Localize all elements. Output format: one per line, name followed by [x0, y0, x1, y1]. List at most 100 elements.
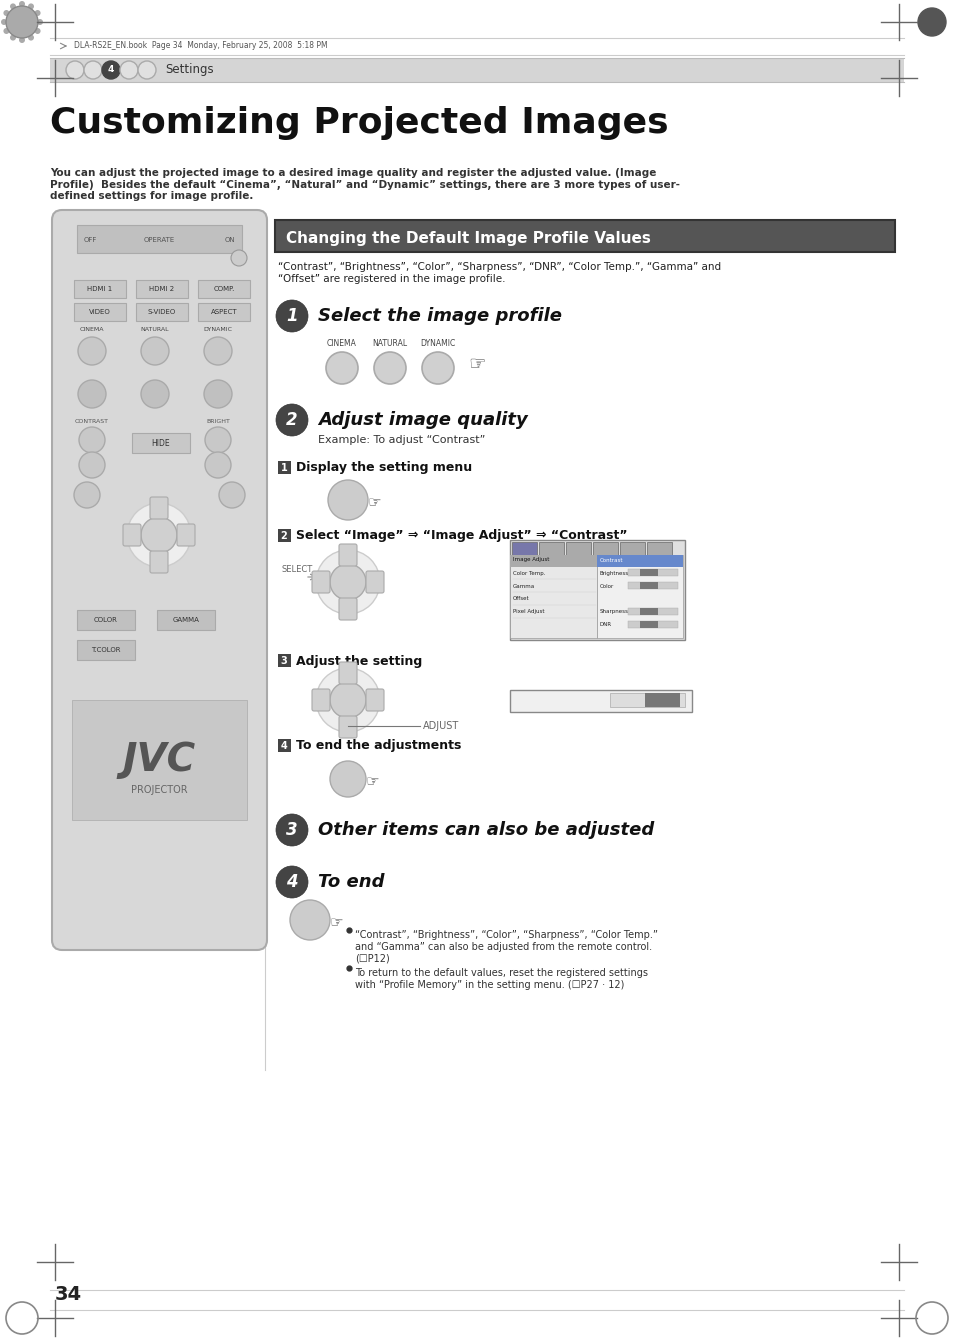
Bar	[274, 220, 894, 252]
Bar	[74, 303, 126, 322]
Bar	[198, 303, 250, 322]
Circle shape	[275, 403, 308, 436]
Text: Color: Color	[599, 583, 614, 588]
Text: ☞: ☞	[366, 775, 379, 789]
Text: 3: 3	[280, 657, 287, 666]
Circle shape	[34, 9, 41, 16]
Circle shape	[204, 336, 232, 364]
Circle shape	[219, 482, 245, 508]
Text: –: –	[213, 457, 222, 473]
Text: EXIT: EXIT	[79, 492, 94, 498]
Circle shape	[275, 866, 308, 898]
Circle shape	[328, 480, 368, 520]
Text: Sharpness: Sharpness	[599, 610, 628, 615]
Circle shape	[374, 352, 406, 385]
Circle shape	[74, 482, 100, 508]
Circle shape	[141, 381, 169, 407]
FancyBboxPatch shape	[366, 571, 384, 594]
Circle shape	[78, 336, 106, 364]
Text: ENTER: ENTER	[145, 531, 172, 540]
Bar	[593, 541, 618, 555]
Text: ☞: ☞	[468, 355, 485, 374]
Text: 1: 1	[280, 464, 287, 473]
Text: 0: 0	[594, 695, 599, 706]
FancyBboxPatch shape	[312, 689, 330, 712]
Bar	[277, 738, 291, 752]
Text: OFF: OFF	[84, 237, 97, 243]
Bar	[639, 608, 658, 615]
Text: Example: To adjust “Contrast”: Example: To adjust “Contrast”	[317, 436, 485, 445]
Circle shape	[10, 4, 16, 9]
Text: To end the adjustments: To end the adjustments	[295, 740, 461, 753]
Text: 34: 34	[55, 1285, 82, 1304]
Bar	[74, 280, 126, 297]
Circle shape	[421, 352, 454, 385]
Text: HDMI 2: HDMI 2	[150, 285, 174, 292]
Circle shape	[204, 381, 232, 407]
Bar	[619, 541, 644, 555]
Circle shape	[138, 62, 156, 79]
Bar	[597, 555, 682, 638]
Text: DYNAMIC: DYNAMIC	[203, 327, 233, 332]
Bar	[277, 529, 291, 541]
FancyBboxPatch shape	[312, 571, 330, 594]
Text: JVC: JVC	[122, 741, 195, 779]
Bar	[198, 280, 250, 297]
Circle shape	[917, 8, 945, 36]
Text: PROJECTOR: PROJECTOR	[131, 785, 187, 795]
Circle shape	[315, 669, 379, 732]
Text: COLOR: COLOR	[94, 616, 118, 623]
FancyBboxPatch shape	[150, 551, 168, 574]
Text: HDMI 1: HDMI 1	[88, 285, 112, 292]
Text: Select “Image” ⇒ “Image Adjust” ⇒ “Contrast”: Select “Image” ⇒ “Image Adjust” ⇒ “Contr…	[295, 529, 627, 543]
Circle shape	[275, 813, 308, 846]
Text: ENTER: ENTER	[334, 578, 362, 587]
Circle shape	[4, 28, 10, 34]
Bar	[136, 303, 188, 322]
Circle shape	[315, 549, 379, 614]
Text: VIDEO: VIDEO	[89, 310, 111, 315]
Circle shape	[141, 336, 169, 364]
Text: BRIGHT: BRIGHT	[206, 419, 230, 423]
Bar	[157, 610, 214, 630]
Text: +: +	[86, 433, 98, 448]
Circle shape	[19, 1, 25, 7]
Bar	[71, 699, 247, 820]
Text: MENU: MENU	[295, 915, 323, 925]
Text: D: D	[213, 346, 222, 356]
Bar	[77, 641, 135, 661]
Text: LIGHT: LIGHT	[221, 492, 242, 498]
Circle shape	[205, 427, 231, 453]
Circle shape	[28, 35, 34, 40]
Text: NATURAL: NATURAL	[140, 327, 169, 332]
Text: USER
2: USER 2	[149, 389, 161, 399]
Bar	[510, 555, 597, 567]
Circle shape	[275, 300, 308, 332]
Bar	[565, 541, 590, 555]
Circle shape	[127, 502, 191, 567]
Text: S-VIDEO: S-VIDEO	[148, 310, 176, 315]
Circle shape	[28, 4, 34, 9]
Text: MENU: MENU	[334, 496, 361, 504]
Bar	[639, 570, 658, 576]
Text: N: N	[151, 346, 159, 356]
Circle shape	[10, 35, 16, 40]
FancyBboxPatch shape	[338, 598, 356, 620]
Text: ☞: ☞	[368, 494, 381, 511]
Circle shape	[290, 900, 330, 939]
Text: ☞: ☞	[330, 915, 343, 930]
Text: CONTRAST: CONTRAST	[75, 419, 109, 423]
Text: CINEMA: CINEMA	[327, 339, 356, 348]
Text: C: C	[337, 362, 346, 374]
Text: Select the image profile: Select the image profile	[317, 307, 561, 326]
Bar	[627, 608, 678, 615]
Text: Other items can also be adjusted: Other items can also be adjusted	[317, 821, 654, 839]
Text: 2: 2	[280, 531, 287, 541]
Text: T.COLOR: T.COLOR	[91, 647, 121, 653]
Text: Settings: Settings	[165, 63, 213, 76]
Bar	[277, 461, 291, 474]
Text: Changing the Default Image Profile Values: Changing the Default Image Profile Value…	[286, 232, 650, 247]
Circle shape	[78, 381, 106, 407]
Bar	[136, 280, 188, 297]
Circle shape	[19, 38, 25, 43]
